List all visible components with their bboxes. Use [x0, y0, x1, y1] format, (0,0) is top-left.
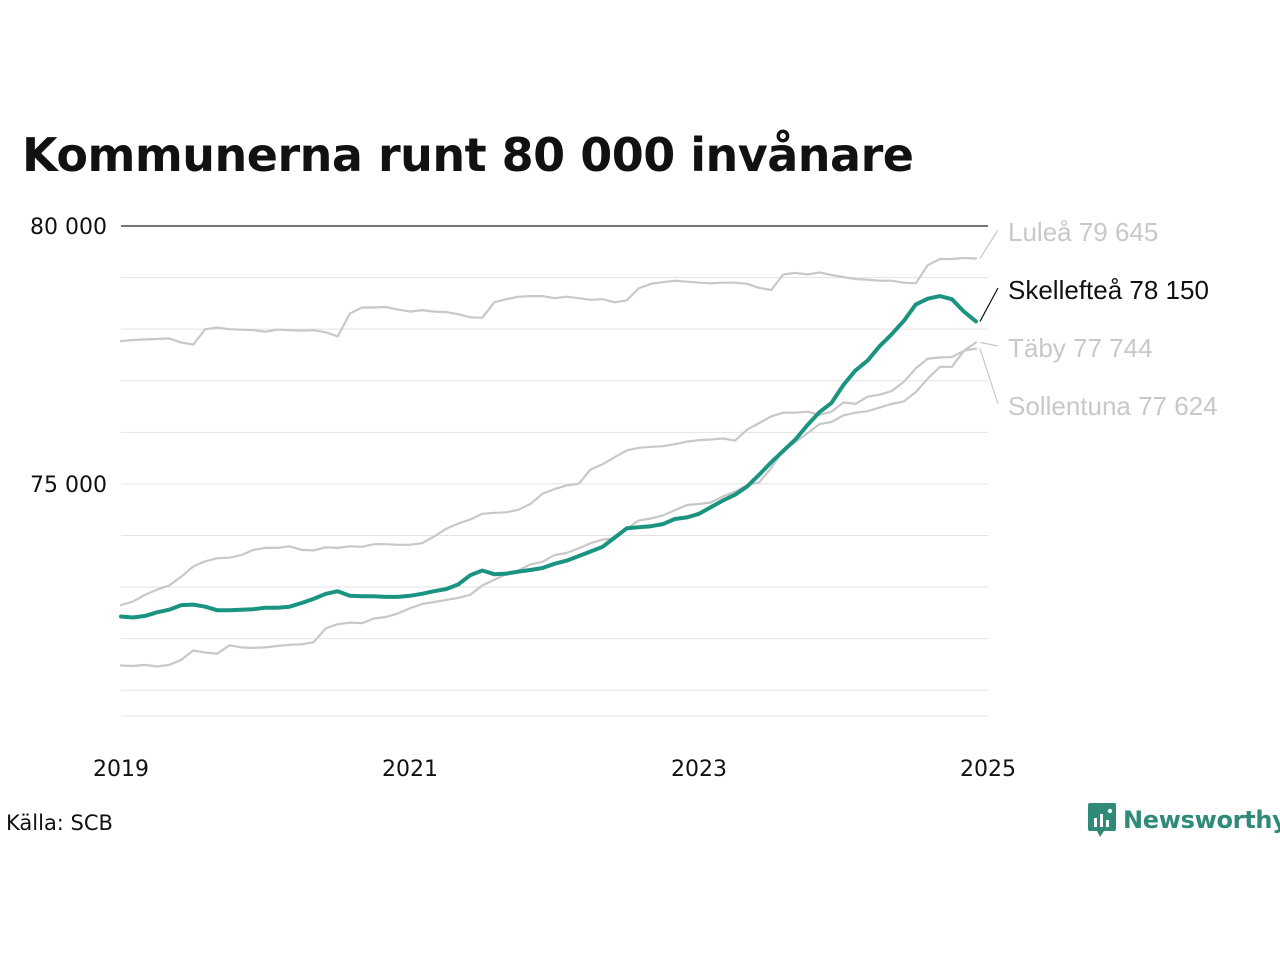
brand-name: Newsworthy: [1123, 806, 1280, 834]
x-tick-label: 2019: [93, 757, 149, 782]
brand-logo[interactable]: Newsworthy: [1088, 803, 1280, 837]
series-lines: [119, 256, 978, 668]
source-note: Källa: SCB: [6, 811, 113, 835]
label-leader-line: [979, 229, 999, 259]
x-tick-label: 2023: [671, 757, 727, 782]
y-tick-label: 80 000: [30, 215, 107, 240]
x-axis: 2019 2021 2023 2025: [93, 757, 1016, 782]
y-axis: 80 000 75 000: [30, 215, 107, 498]
series-label: Skellefteå 78 150: [1008, 275, 1209, 305]
series-line-skellefte: [119, 294, 978, 620]
newsworthy-logo-icon: [1088, 803, 1116, 837]
series-line-tby: [119, 341, 978, 607]
series-label: Täby 77 744: [1008, 333, 1153, 363]
x-tick-label: 2025: [960, 757, 1016, 782]
series-label: Luleå 79 645: [1008, 217, 1158, 247]
label-leader-line: [979, 287, 999, 322]
series-label: Sollentuna 77 624: [1008, 391, 1218, 421]
label-leader-line: [979, 341, 999, 347]
series-labels: Luleå 79 645 Skellefteå 78 150 Täby 77 744…: [979, 217, 1218, 421]
gridlines: [121, 225, 988, 717]
series-line-sollentuna: [119, 347, 978, 668]
x-tick-label: 2021: [382, 757, 438, 782]
chart-title: Kommunerna runt 80 000 invånare: [22, 128, 914, 182]
y-tick-label: 75 000: [30, 473, 107, 498]
label-leader-line: [979, 348, 999, 405]
series-line-lule: [119, 256, 978, 346]
